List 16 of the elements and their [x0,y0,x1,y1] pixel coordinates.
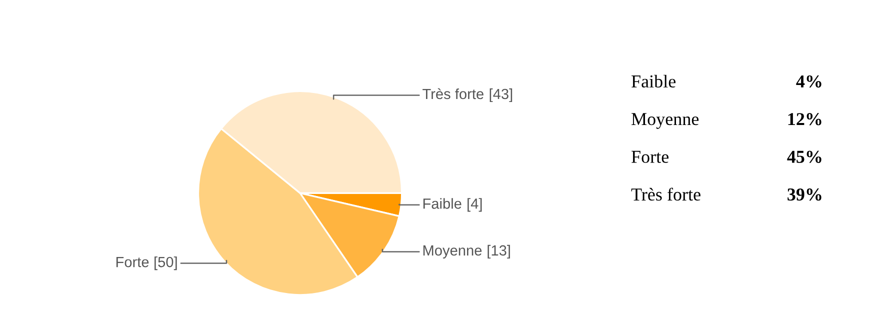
slice-label: Moyenne [423,245,482,258]
text: 4% [796,75,822,88]
slice-label: Forte [116,257,149,268]
data-label: [43] [490,88,512,102]
category-label: Faible [632,74,676,88]
slice-label: Très forte [422,88,484,100]
text: 45% [787,150,822,163]
data-label: [4] [468,198,482,212]
data-label: [13] [488,244,510,258]
category-label: Moyenne [632,113,699,129]
category-label: Très forte [631,188,700,201]
text: 12% [788,113,822,126]
text: 39% [788,188,822,201]
data-label: [50] [154,256,177,270]
slice-label: Faible [423,198,462,209]
category-label: Forte [632,150,668,163]
